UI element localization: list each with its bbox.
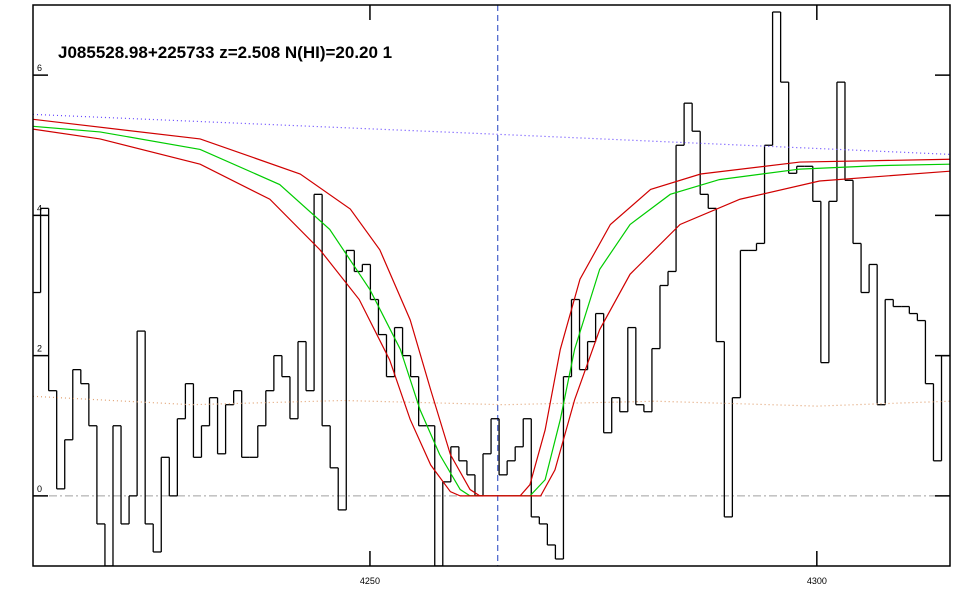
y-tick-label: 6 bbox=[37, 63, 42, 73]
y-tick-label: 2 bbox=[37, 344, 42, 354]
x-tick-label: 4250 bbox=[360, 576, 380, 586]
y-tick-label: 4 bbox=[37, 203, 42, 213]
y-tick-label: 0 bbox=[37, 484, 42, 494]
dotted-curve bbox=[33, 113, 950, 155]
plot-frame bbox=[32, 4, 951, 567]
dotted-curve bbox=[33, 395, 950, 407]
plot-area bbox=[33, 5, 950, 566]
chart-title: J085528.98+225733 z=2.508 N(HI)=20.20 1 bbox=[58, 43, 392, 62]
x-tick-label: 4300 bbox=[807, 576, 827, 586]
model-curve bbox=[33, 128, 950, 497]
